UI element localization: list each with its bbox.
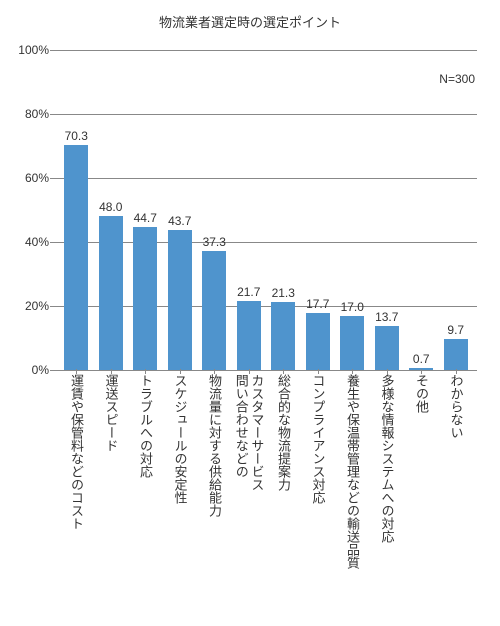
x-label-slot: 物流量に対する供給能力 (197, 374, 232, 614)
x-category-label: わからない (448, 374, 464, 614)
x-tick-mark (180, 369, 181, 374)
x-label-slot: 養生や保温帯管理などの輸送品質 (335, 374, 370, 614)
x-category-label: 養生や保温帯管理などの輸送品質 (344, 374, 360, 614)
bar-value-label: 21.3 (272, 286, 295, 300)
x-labels-group: 運賃や保管料などのコスト 運送スピード トラブルへの対応 スケジュールの安定性 物流量に… (55, 374, 477, 614)
x-category-label: 総合的な物流提案力 (275, 374, 291, 614)
bar-value-label: 43.7 (168, 214, 191, 228)
x-tick-mark (111, 369, 112, 374)
x-label-slot: わからない (439, 374, 474, 614)
bar (375, 326, 399, 370)
bar-value-label: 17.0 (341, 300, 364, 314)
x-category-label: 物流量に対する供給能力 (206, 374, 222, 614)
bar-slot: 70.3 (59, 50, 94, 370)
x-tick-mark (214, 369, 215, 374)
bar (133, 227, 157, 370)
x-category-label: トラブルへの対応 (137, 374, 153, 614)
x-tick-mark (456, 369, 457, 374)
x-label-slot: その他 (404, 374, 439, 614)
bar-value-label: 48.0 (99, 200, 122, 214)
bar-slot: 37.3 (197, 50, 232, 370)
bar (306, 313, 330, 370)
x-tick-mark (76, 369, 77, 374)
bar-value-label: 17.7 (306, 297, 329, 311)
x-tick-mark (318, 369, 319, 374)
bar (64, 145, 88, 370)
bar (237, 301, 261, 370)
x-tick-mark (283, 369, 284, 374)
bar-slot: 21.3 (266, 50, 301, 370)
x-category-label: 多様な情報システムへの対応 (379, 374, 395, 614)
bar-value-label: 37.3 (203, 235, 226, 249)
x-tick-mark (421, 369, 422, 374)
x-category-label: コンプライアンス対応 (310, 374, 326, 614)
bar (271, 302, 295, 370)
bar-slot: 13.7 (370, 50, 405, 370)
bar-slot: 17.7 (301, 50, 336, 370)
x-tick-mark (387, 369, 388, 374)
x-label-slot: トラブルへの対応 (128, 374, 163, 614)
x-label-slot: 総合的な物流提案力 (266, 374, 301, 614)
bar-value-label: 13.7 (375, 310, 398, 324)
bar-value-label: 9.7 (447, 323, 464, 337)
bars-group: 70.3 48.0 44.7 43.7 37.3 21.7 21.3 17.7 17.0 13.7… (55, 50, 477, 370)
bar-slot: 0.7 (404, 50, 439, 370)
bar (340, 316, 364, 370)
y-tick-mark (50, 370, 55, 371)
x-tick-mark (352, 369, 353, 374)
bar-value-label: 70.3 (65, 129, 88, 143)
x-tick-mark (249, 369, 250, 374)
bar-slot: 21.7 (232, 50, 267, 370)
gridline (55, 370, 477, 371)
bar (202, 251, 226, 370)
bar-slot: 44.7 (128, 50, 163, 370)
x-label-slot: 運送スピード (94, 374, 129, 614)
bar-value-label: 0.7 (413, 352, 430, 366)
x-category-label: スケジュールの安定性 (172, 374, 188, 614)
chart-title: 物流業者選定時の選定ポイント (0, 12, 500, 31)
bar-slot: 43.7 (163, 50, 198, 370)
bar (99, 216, 123, 370)
bar-slot: 48.0 (94, 50, 129, 370)
x-category-label: 運賃や保管料などのコスト (68, 374, 84, 614)
bar (444, 339, 468, 370)
x-label-slot: コンプライアンス対応 (301, 374, 336, 614)
x-label-slot: 多様な情報システムへの対応 (370, 374, 405, 614)
bar-slot: 9.7 (439, 50, 474, 370)
x-label-slot: スケジュールの安定性 (163, 374, 198, 614)
bar (168, 230, 192, 370)
x-category-label: その他 (413, 374, 429, 614)
plot-area: 0%20%40%60%80%100% 70.348.044.743.737.32… (55, 50, 477, 371)
x-label-slot: 問い合わせなどのカスタマーサービス (232, 374, 267, 614)
bar-slot: 17.0 (335, 50, 370, 370)
x-label-slot: 運賃や保管料などのコスト (59, 374, 94, 614)
x-tick-mark (145, 369, 146, 374)
x-category-label: 問い合わせなどのカスタマーサービス (233, 374, 264, 614)
x-category-label: 運送スピード (103, 374, 119, 614)
bar-value-label: 44.7 (134, 211, 157, 225)
bar-value-label: 21.7 (237, 285, 260, 299)
chart-container: 物流業者選定時の選定ポイント N=300 0%20%40%60%80%100% … (0, 0, 500, 626)
